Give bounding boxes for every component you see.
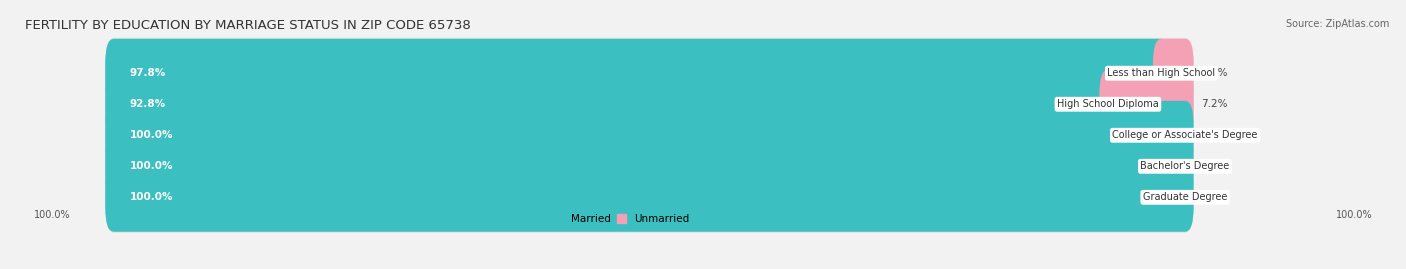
FancyBboxPatch shape — [105, 38, 1194, 109]
Text: 100.0%: 100.0% — [129, 130, 173, 140]
Text: Source: ZipAtlas.com: Source: ZipAtlas.com — [1285, 19, 1389, 29]
Text: 2.2%: 2.2% — [1201, 68, 1227, 78]
Text: 0.0%: 0.0% — [1201, 192, 1227, 202]
FancyBboxPatch shape — [105, 69, 1194, 140]
FancyBboxPatch shape — [1153, 39, 1194, 108]
FancyBboxPatch shape — [105, 132, 1194, 201]
FancyBboxPatch shape — [105, 70, 1116, 139]
Text: 7.2%: 7.2% — [1201, 99, 1227, 109]
Legend: Married, Unmarried: Married, Unmarried — [554, 214, 689, 224]
Text: Less than High School: Less than High School — [1108, 68, 1216, 78]
FancyBboxPatch shape — [105, 163, 1194, 232]
Text: 100.0%: 100.0% — [34, 210, 70, 220]
Text: 0.0%: 0.0% — [1201, 161, 1227, 171]
Text: 0.0%: 0.0% — [1201, 130, 1227, 140]
Text: 92.8%: 92.8% — [129, 99, 166, 109]
FancyBboxPatch shape — [105, 100, 1194, 171]
Text: Bachelor's Degree: Bachelor's Degree — [1140, 161, 1230, 171]
Text: 100.0%: 100.0% — [129, 161, 173, 171]
Text: 100.0%: 100.0% — [129, 192, 173, 202]
Text: High School Diploma: High School Diploma — [1057, 99, 1159, 109]
FancyBboxPatch shape — [105, 162, 1194, 233]
FancyBboxPatch shape — [1099, 70, 1194, 139]
FancyBboxPatch shape — [105, 39, 1170, 108]
FancyBboxPatch shape — [105, 101, 1194, 170]
Text: FERTILITY BY EDUCATION BY MARRIAGE STATUS IN ZIP CODE 65738: FERTILITY BY EDUCATION BY MARRIAGE STATU… — [25, 19, 471, 32]
Text: College or Associate's Degree: College or Associate's Degree — [1112, 130, 1258, 140]
Text: 100.0%: 100.0% — [1336, 210, 1372, 220]
Text: 97.8%: 97.8% — [129, 68, 166, 78]
Text: Graduate Degree: Graduate Degree — [1143, 192, 1227, 202]
FancyBboxPatch shape — [105, 131, 1194, 202]
